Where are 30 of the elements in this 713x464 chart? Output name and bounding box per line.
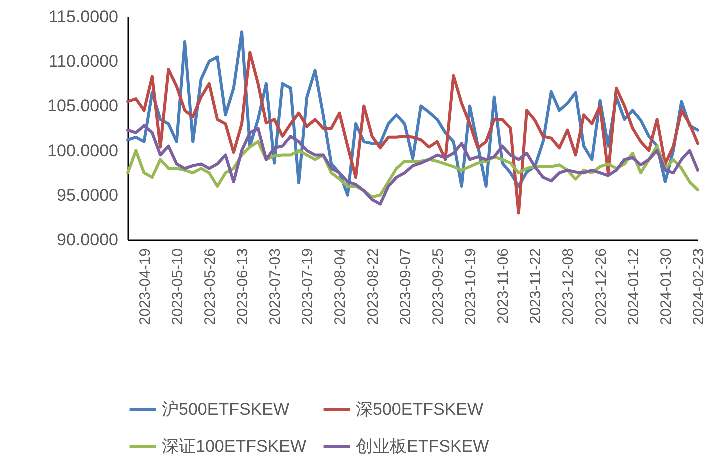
y-tick-label: 90.0000 — [57, 230, 118, 250]
x-tick-label: 2023-12-08 — [560, 248, 578, 326]
x-tick-label: 2023-07-03 — [267, 248, 284, 326]
y-tick-label: 115.0000 — [48, 8, 118, 26]
x-tick-label: 2024-01-12 — [625, 248, 642, 326]
x-tick-label: 2023-06-13 — [234, 248, 252, 326]
y-tick-label: 95.0000 — [57, 186, 118, 205]
x-tick-label: 2023-08-22 — [364, 248, 382, 326]
x-tick-label: 2024-02-23 — [690, 248, 708, 326]
x-tick-label: 2023-11-06 — [495, 248, 512, 324]
x-tick-label: 2023-10-19 — [462, 248, 480, 326]
x-tick-label: 2023-04-19 — [136, 248, 154, 326]
x-tick-label: 2023-05-26 — [202, 248, 219, 326]
x-tick-label: 2023-08-04 — [332, 248, 350, 326]
y-tick-label: 100.0000 — [48, 141, 118, 160]
x-tick-label: 2023-05-10 — [169, 248, 186, 326]
x-tick-label: 2023-07-19 — [300, 248, 317, 326]
legend-label: 沪500ETFSKEW — [162, 400, 290, 419]
y-tick-label: 110.0000 — [48, 52, 118, 72]
x-tick-label: 2024-01-30 — [658, 248, 675, 326]
line-series — [126, 51, 700, 215]
legend-label: 深500ETFSKEW — [356, 400, 484, 419]
y-tick-label: 105.0000 — [48, 96, 118, 116]
line-series — [126, 124, 700, 206]
x-tick-label: 2023-09-07 — [397, 248, 414, 326]
x-tick-label: 2023-11-22 — [528, 248, 545, 324]
legend-label: 深证100ETFSKEW — [162, 437, 307, 456]
x-tick-label: 2023-12-26 — [592, 248, 610, 326]
x-tick-label: 2023-09-25 — [430, 248, 447, 326]
legend-label: 创业板ETFSKEW — [356, 437, 490, 456]
